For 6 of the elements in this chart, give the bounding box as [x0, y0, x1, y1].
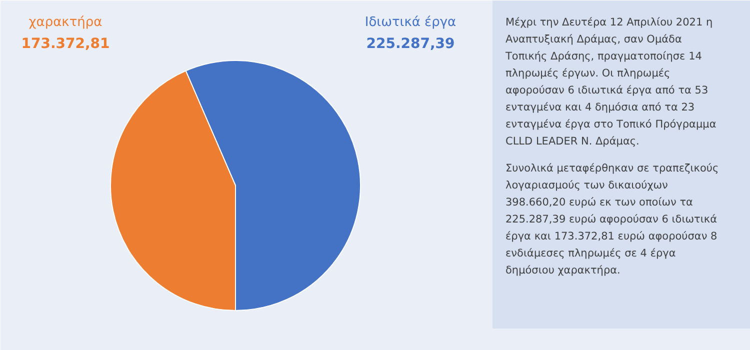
- data-label: 173.372,81: [21, 36, 110, 52]
- text: Μέχρι την Δευτέρα 12 Απριλίου 2021 η Αναπτυξιακή Δράμας, σαν Ομάδα Τοπικής Δράσης, πραγματοποίησε 14 πληρωμές έργων. Οι πληρωμές αφορούσαν 6 ιδιωτικά έργα από τα 53 ενταγμένα και 4 δημόσια από τα 23 ενταγμένα έργα στο Τοπικό Πρόγραμμα CLLD LEADER Ν. Δράμας.: [504, 16, 716, 148]
- data-label: 225.287,39: [366, 36, 455, 52]
- slice-label: Ιδιωτικά έργα: [364, 15, 456, 30]
- slice-label: χαρακτήρα: [28, 15, 102, 30]
- text: Συνολικά μεταφέρθηκαν σε τραπεζικούς λογαριασμούς των δικαιούχων 398.660,20 ευρώ εκ των οποίων τα 225.287,39 ευρώ αφορούσαν 6 ιδιωτικά έργα και 173.372,81 ευρώ αφορούσαν 8 ενδιάμεσες πληρωμές σε 4 έργα δημόσιου χαρακτήρα.: [506, 162, 719, 276]
